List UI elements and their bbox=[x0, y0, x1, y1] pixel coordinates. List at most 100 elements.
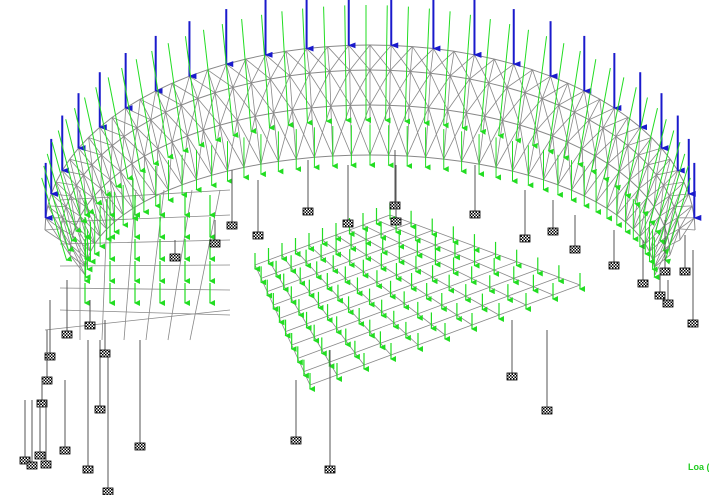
truss-brace bbox=[581, 127, 604, 150]
truss-brace bbox=[131, 127, 138, 164]
truss-brace bbox=[524, 92, 538, 131]
truss-brace bbox=[646, 185, 664, 198]
load-arrow bbox=[649, 130, 675, 226]
truss-brace bbox=[197, 69, 208, 99]
truss-brace bbox=[638, 147, 662, 156]
load-arrow bbox=[654, 141, 681, 236]
truss-brace bbox=[558, 90, 585, 106]
support-block bbox=[469, 210, 481, 219]
truss-web bbox=[250, 82, 256, 117]
truss-brace bbox=[55, 181, 67, 207]
truss-web bbox=[125, 107, 138, 129]
truss-web bbox=[527, 130, 538, 176]
truss-web bbox=[349, 70, 351, 106]
truss-web bbox=[638, 164, 649, 189]
truss-web bbox=[69, 158, 84, 176]
truss-web bbox=[44, 229, 61, 241]
deck-beam bbox=[322, 239, 446, 336]
truss-web bbox=[273, 112, 279, 162]
truss-brace bbox=[260, 112, 274, 165]
support-block bbox=[662, 299, 674, 308]
load-arrow bbox=[590, 67, 611, 175]
truss-brace bbox=[180, 76, 190, 106]
support-block bbox=[290, 436, 302, 445]
truss-chord bbox=[329, 69, 350, 72]
truss-brace bbox=[638, 174, 657, 189]
truss-web bbox=[659, 195, 670, 217]
truss-chord bbox=[388, 154, 408, 157]
truss-brace bbox=[588, 119, 596, 157]
truss-web bbox=[389, 45, 392, 71]
support-block bbox=[169, 253, 181, 262]
truss-chord bbox=[289, 72, 310, 77]
truss-chord bbox=[536, 129, 553, 137]
stand-beam bbox=[59, 264, 231, 267]
load-arrow bbox=[614, 87, 637, 191]
load-arrow bbox=[603, 77, 625, 183]
truss-chord bbox=[502, 119, 521, 126]
truss-web bbox=[285, 51, 291, 76]
truss-brace bbox=[291, 73, 310, 111]
truss-brace bbox=[466, 112, 480, 165]
truss-brace bbox=[150, 90, 157, 120]
truss-web bbox=[202, 130, 213, 176]
truss-brace bbox=[389, 71, 411, 106]
truss-web bbox=[289, 75, 293, 111]
truss-brace bbox=[295, 107, 312, 160]
truss-chord bbox=[584, 195, 597, 203]
truss-chord bbox=[165, 104, 182, 113]
truss-web bbox=[679, 217, 695, 230]
load-arrow bbox=[95, 87, 123, 189]
truss-brace bbox=[88, 137, 93, 165]
load-arrow bbox=[74, 108, 103, 206]
load-arrow bbox=[184, 36, 205, 148]
truss-web bbox=[478, 116, 486, 165]
truss-chord bbox=[260, 160, 279, 165]
truss-chord bbox=[150, 111, 166, 121]
truss-web bbox=[466, 78, 471, 113]
truss-brace bbox=[656, 170, 678, 176]
load-arrow bbox=[664, 177, 691, 265]
truss-brace bbox=[447, 110, 462, 162]
truss-chord bbox=[226, 58, 246, 65]
truss-web bbox=[91, 164, 102, 189]
truss-brace bbox=[536, 130, 544, 180]
truss-brace bbox=[663, 181, 684, 186]
truss-web bbox=[595, 127, 604, 157]
truss-chord bbox=[309, 70, 330, 74]
truss-web bbox=[47, 205, 63, 219]
truss-chord bbox=[285, 48, 307, 52]
support-block bbox=[82, 465, 94, 474]
truss-brace bbox=[91, 164, 94, 198]
truss-web bbox=[186, 135, 197, 180]
truss-web bbox=[101, 154, 111, 181]
truss-web bbox=[639, 206, 655, 237]
load-arrow bbox=[547, 43, 565, 155]
truss-brace bbox=[136, 99, 141, 128]
truss-brace bbox=[350, 104, 371, 156]
truss-chord bbox=[410, 70, 431, 74]
truss-chord bbox=[632, 228, 641, 237]
truss-web bbox=[389, 70, 391, 106]
truss-web bbox=[428, 73, 431, 108]
truss-brace bbox=[524, 75, 551, 94]
support-block bbox=[61, 330, 73, 339]
truss-chord bbox=[227, 166, 245, 172]
truss-web bbox=[484, 82, 490, 117]
truss-chord bbox=[270, 75, 290, 80]
truss-chord bbox=[454, 50, 475, 56]
truss-brace bbox=[62, 217, 72, 246]
truss-brace bbox=[453, 51, 470, 80]
truss-web bbox=[225, 63, 234, 88]
truss-chord bbox=[495, 166, 513, 172]
truss-brace bbox=[627, 137, 652, 146]
truss-brace bbox=[232, 58, 246, 88]
deck-beam bbox=[295, 249, 392, 356]
load-arrow bbox=[57, 130, 88, 224]
deck-beam bbox=[335, 234, 473, 326]
truss-chord bbox=[625, 221, 634, 230]
truss-brace bbox=[61, 170, 71, 197]
load-arrow bbox=[281, 11, 294, 128]
truss-brace bbox=[478, 120, 504, 165]
